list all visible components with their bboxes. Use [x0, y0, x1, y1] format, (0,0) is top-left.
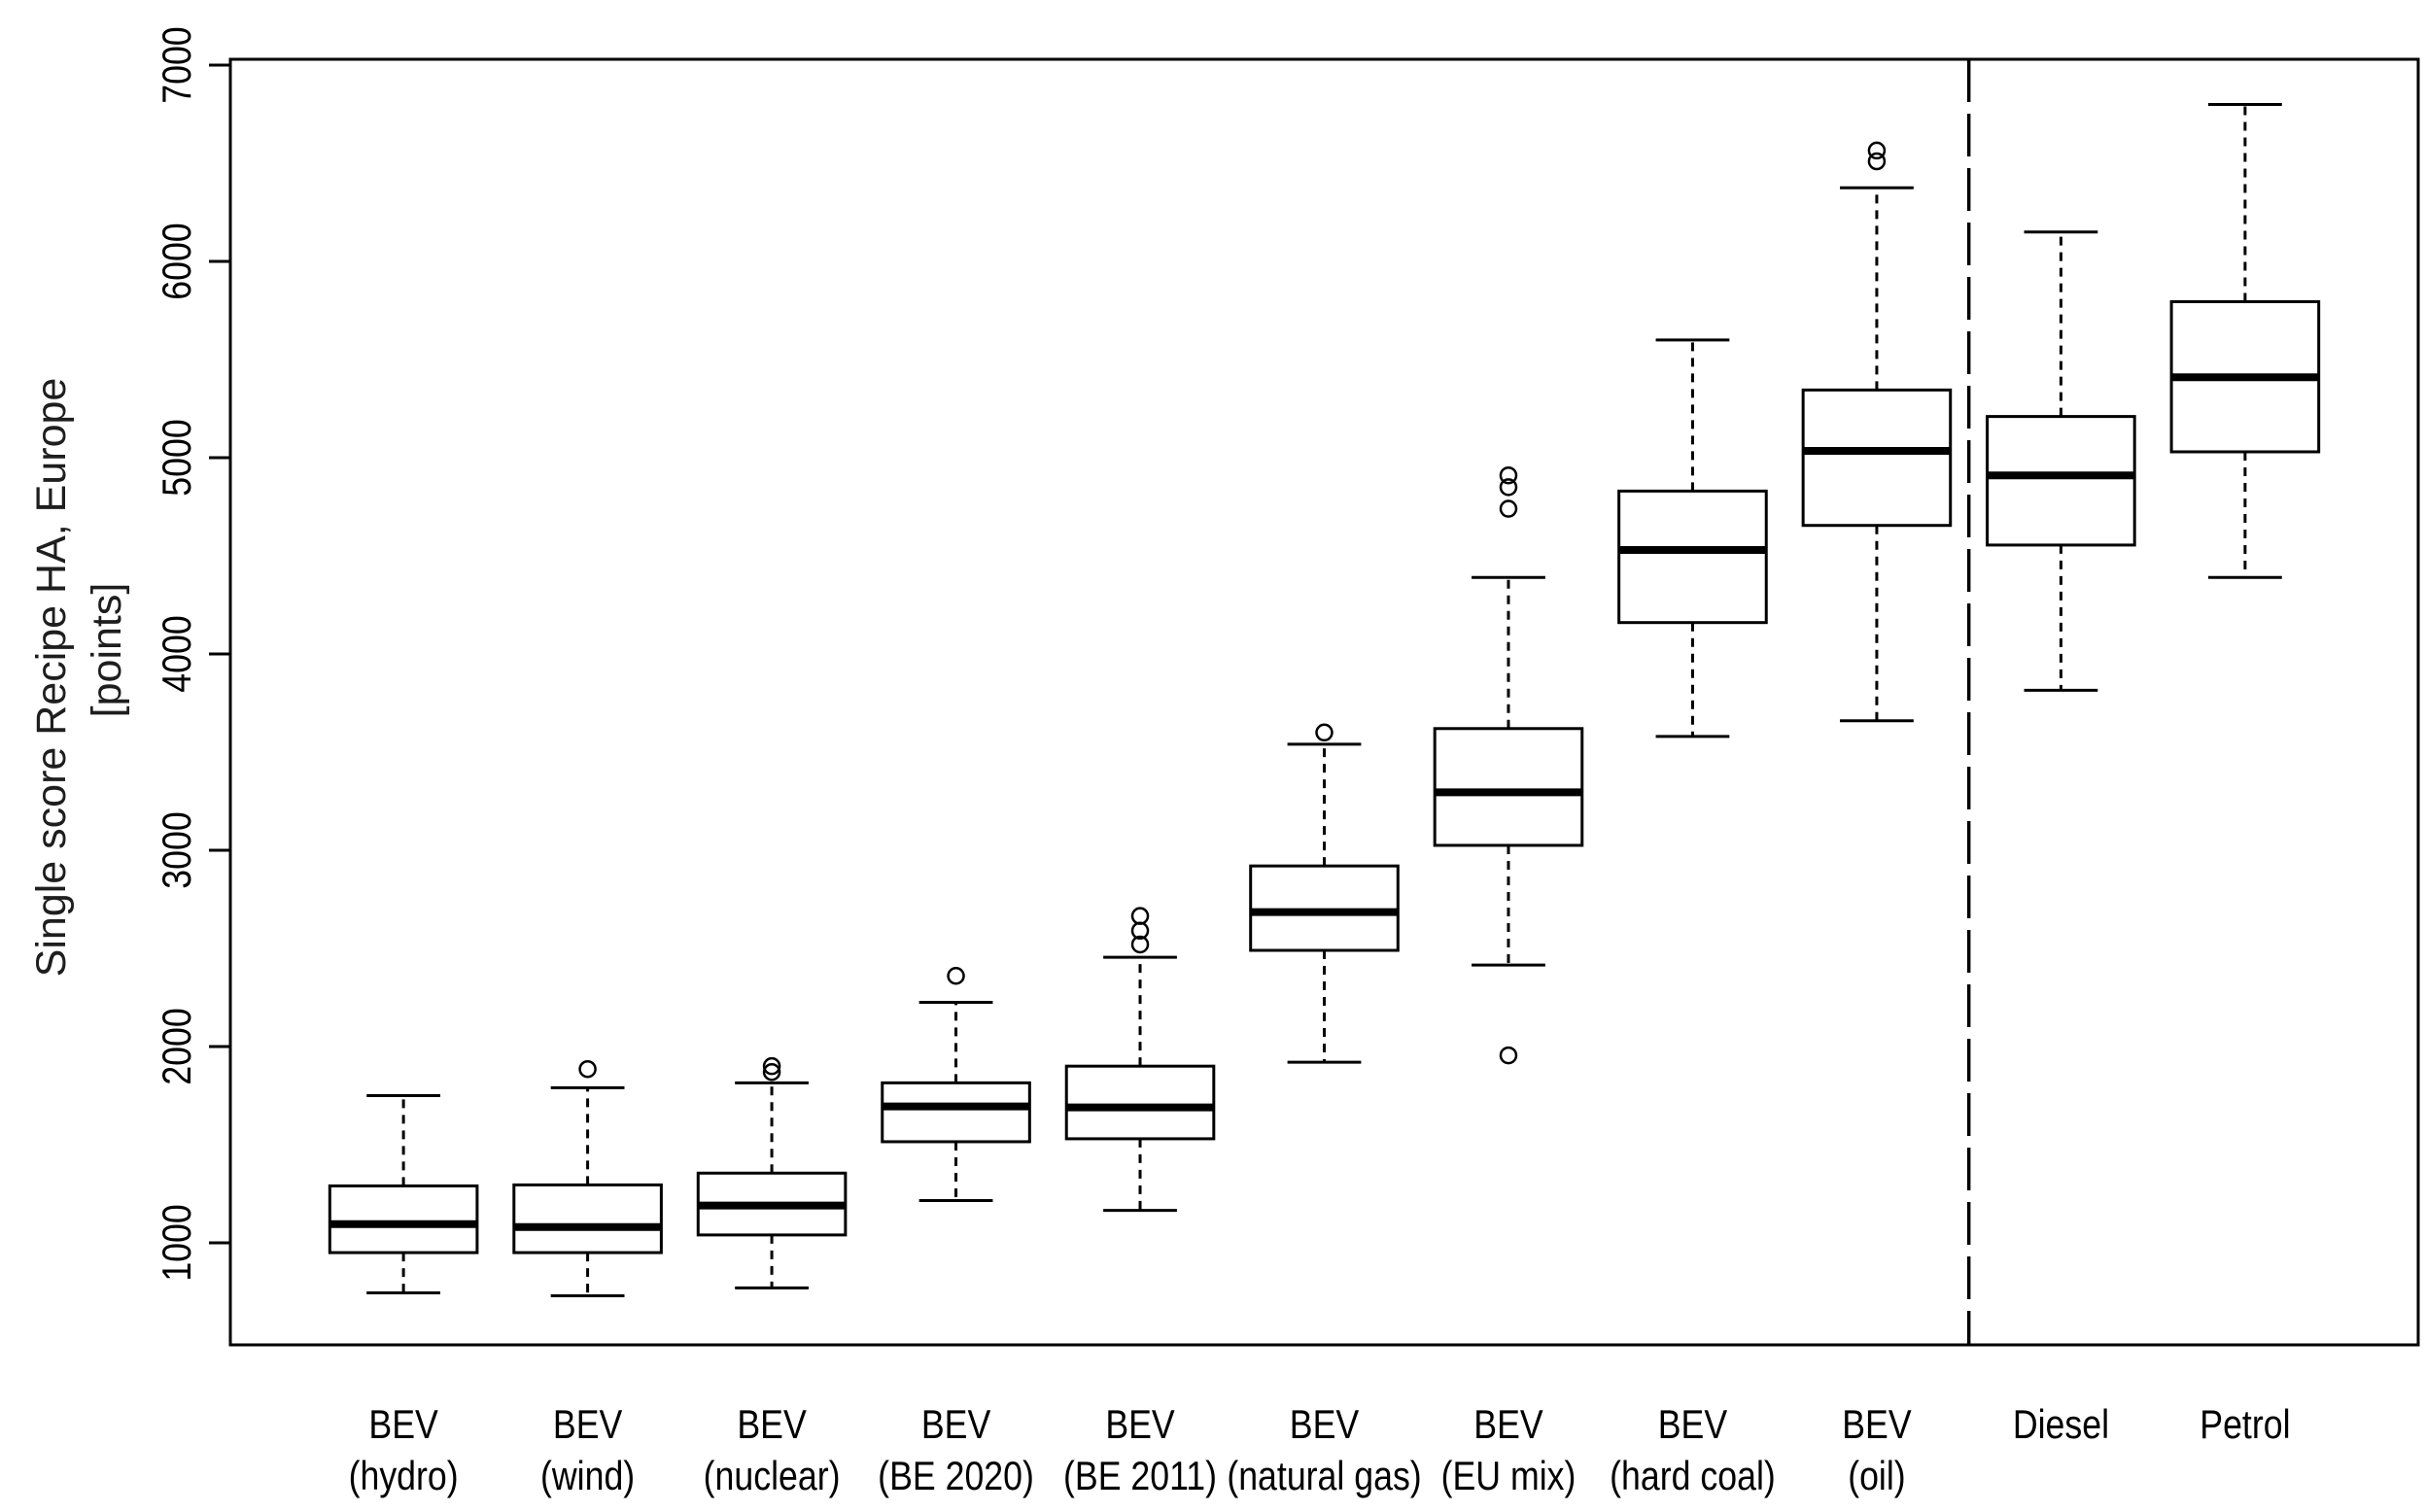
outlier-point [762, 1062, 781, 1082]
outlier-point [1499, 499, 1518, 518]
box-bev-eu-mix [1433, 465, 1584, 1065]
outlier-point [1315, 723, 1334, 742]
y-axis-title: Single score Recipe HA, Europe [points] [28, 378, 130, 978]
iqr-box [881, 1081, 1031, 1144]
x-tick-label-bev-wind: BEV (wind) [540, 1402, 635, 1498]
x-tick-label-line-2: (BE 2011) [1063, 1454, 1217, 1498]
x-tick-label-line-1: BEV [553, 1402, 622, 1447]
box-bev-hard-coal [1617, 338, 1768, 739]
x-tick-label-bev-be-2011: BEV (BE 2011) [1063, 1402, 1217, 1498]
outlier-point [762, 1056, 781, 1076]
y-tick-label: 2000 [155, 1008, 199, 1084]
box-bev-oil [1801, 141, 1953, 723]
x-tick-label-bev-nuclear: BEV (nuclear) [704, 1402, 841, 1498]
y-axis-title-line-2: [points] [84, 583, 130, 718]
x-tick-label-bev-hard-coal: BEV (hard coal) [1610, 1402, 1776, 1498]
x-tick-label-line-2: (nuclear) [704, 1454, 841, 1498]
x-tick-label-line-2: (wind) [540, 1454, 635, 1498]
x-tick-label-line-1: BEV [1658, 1402, 1727, 1447]
plot-marks [328, 59, 2321, 1345]
box-petrol [2169, 102, 2321, 579]
y-axis: 1000 2000 3000 4000 5000 6000 7000 [155, 26, 230, 1282]
x-tick-label-line-2: (oil) [1848, 1454, 1905, 1498]
plot-frame [228, 57, 2420, 1347]
box-bev-hydro [328, 1093, 479, 1294]
x-tick-label-line-1: BEV [1842, 1402, 1911, 1447]
x-tick-label-bev-be-2020: BEV (BE 2020) [878, 1402, 1034, 1498]
outlier-point [578, 1059, 597, 1079]
outlier-point [1867, 141, 1887, 160]
y-tick-label: 5000 [155, 419, 199, 496]
x-tick-label-bev-natural-gas: BEV (natural gas) [1227, 1402, 1421, 1498]
box-bev-nuclear [696, 1056, 848, 1289]
x-tick-label-line-2: (natural gas) [1227, 1454, 1421, 1498]
x-tick-label-line-1: Petrol [2200, 1402, 2290, 1447]
x-tick-label-line-2: (BE 2020) [878, 1454, 1034, 1498]
iqr-box [1064, 1064, 1216, 1141]
x-tick-label-line-1: BEV [1290, 1402, 1359, 1447]
x-tick-label-bev-eu-mix: BEV (EU mix) [1441, 1402, 1576, 1498]
outlier-point [1130, 907, 1150, 925]
x-tick-label-bev-oil: BEV (oil) [1842, 1402, 1911, 1498]
outlier-point [1499, 478, 1518, 497]
x-tick-label-line-1: BEV [737, 1402, 806, 1447]
y-tick-label: 3000 [155, 811, 199, 888]
box-diesel [1986, 230, 2136, 692]
y-tick-label: 6000 [155, 223, 199, 299]
y-tick-label: 4000 [155, 615, 199, 692]
outlier-point [1130, 935, 1150, 954]
box-bev-be-2020 [881, 967, 1031, 1203]
x-tick-label-line-1: BEV [1473, 1402, 1542, 1447]
outlier-point [947, 967, 965, 985]
box-bev-wind [512, 1059, 663, 1298]
iqr-box [328, 1184, 479, 1254]
iqr-box [1986, 415, 2136, 547]
box-bev-be-2011 [1064, 907, 1216, 1213]
iqr-box [512, 1183, 663, 1254]
box-bev-natural-gas [1249, 723, 1400, 1064]
x-tick-label-bev-hydro: BEV (hydro) [349, 1402, 459, 1498]
iqr-box [1801, 388, 1953, 528]
x-tick-label-line-1: BEV [368, 1402, 437, 1447]
outlier-point [1499, 1046, 1518, 1065]
x-tick-label-petrol: Petrol [2200, 1402, 2290, 1447]
outlier-point [1867, 152, 1887, 171]
outlier-point [1499, 465, 1518, 485]
x-tick-label-line-1: BEV [921, 1402, 990, 1447]
y-axis-title-line-1: Single score Recipe HA, Europe [28, 378, 75, 978]
x-tick-label-line-1: BEV [1105, 1402, 1174, 1447]
x-tick-label-line-2: (hard coal) [1610, 1454, 1776, 1498]
x-tick-label-line-1: Diesel [2013, 1402, 2109, 1447]
iqr-box [1249, 864, 1400, 952]
x-tick-label-diesel: Diesel [2013, 1402, 2109, 1447]
iqr-box [1617, 489, 1768, 625]
x-tick-label-line-2: (hydro) [349, 1454, 459, 1498]
iqr-box [1433, 727, 1584, 847]
y-tick-label: 1000 [155, 1204, 199, 1281]
x-tick-label-line-2: (EU mix) [1441, 1454, 1576, 1498]
x-axis-labels: BEV (hydro) BEV (wind) BEV (nuclear) BEV (BE 20… [349, 1402, 2291, 1498]
y-tick-label: 7000 [155, 26, 199, 103]
